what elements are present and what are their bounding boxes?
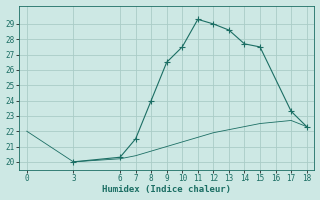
- X-axis label: Humidex (Indice chaleur): Humidex (Indice chaleur): [102, 185, 231, 194]
